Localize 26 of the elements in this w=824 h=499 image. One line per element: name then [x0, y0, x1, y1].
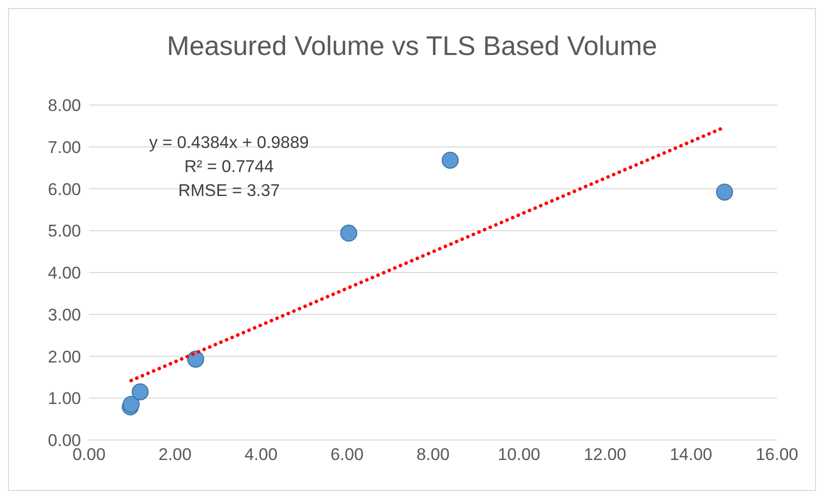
point	[716, 184, 734, 201]
annotation: RMSE = 3.37	[177, 180, 281, 202]
y-tick-label: 5.00	[48, 222, 81, 241]
y-tick-label: 8.00	[48, 96, 81, 116]
x-tick-label: 8.00	[416, 445, 450, 464]
x-tick-label: 6.00	[330, 445, 364, 464]
point	[340, 224, 358, 242]
x-tick-label: 12.00	[584, 445, 626, 464]
chart-title: Measured Volume vs TLS Based Volume	[166, 31, 658, 62]
x-tick-label: 16.00	[756, 445, 798, 464]
y-tick-label: 6.00	[48, 180, 81, 199]
x-tick-label: 14.00	[670, 445, 712, 464]
y-tick-label: 1.00	[48, 389, 81, 408]
y-tick-label: 3.00	[48, 305, 81, 324]
x-tick-label: 10.00	[498, 445, 540, 464]
annotation: R² = 0.7744	[183, 156, 275, 178]
y-tick-label: 2.00	[48, 347, 81, 366]
y-tick-label: 4.00	[48, 264, 81, 283]
point	[132, 383, 149, 400]
x-tick-label: 0.00	[72, 445, 106, 464]
x-tick-label: 2.00	[158, 445, 192, 464]
point	[442, 152, 459, 169]
y-tick-label: 7.00	[48, 138, 81, 157]
x-tick-label: 4.00	[244, 445, 278, 464]
annotation: y = 0.4384x + 0.9889	[148, 132, 310, 154]
point	[187, 350, 204, 368]
